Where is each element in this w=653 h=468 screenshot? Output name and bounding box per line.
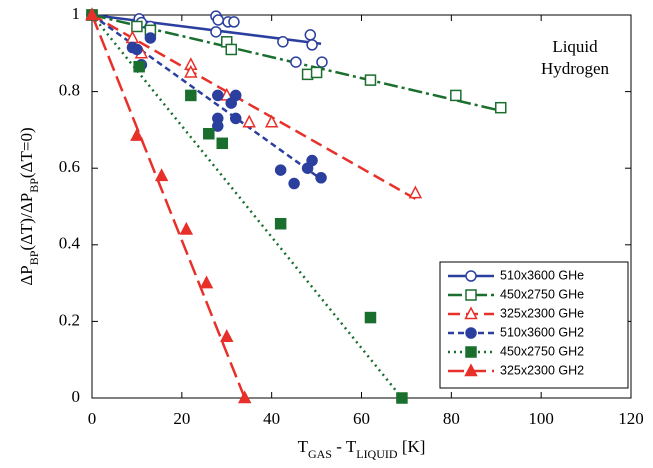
x-axis-label: TGAS - TLIQUID [K]: [298, 437, 426, 461]
point: [315, 172, 327, 184]
point: [212, 89, 224, 102]
point: [310, 66, 323, 79]
fit-line: [90, 14, 246, 399]
legend: 510x3600 GHe 450x2750 GHe 325x2300 GHe 510x…: [439, 261, 629, 389]
legend-label: 325x2300 GH2: [500, 363, 584, 377]
y-tick-label: 0: [72, 387, 81, 406]
point: [216, 137, 229, 150]
y-axis-label-part: BP: [27, 250, 41, 265]
point: [184, 64, 198, 78]
legend-label: 325x2300 GHe: [500, 306, 584, 320]
point: [203, 127, 215, 140]
y-axis-label-part: ΔP: [17, 265, 36, 285]
fit-line: [91, 13, 318, 177]
point: [450, 89, 462, 102]
legend-marker: [464, 363, 478, 377]
x-tick-label: 120: [618, 409, 644, 428]
legend-label: 450x2750 GH2: [500, 344, 584, 358]
x-axis-label-part: LIQUID: [356, 447, 398, 461]
point: [396, 392, 408, 404]
y-axis-label-part: (ΔT)/ΔP: [17, 193, 36, 251]
point: [229, 112, 242, 125]
legend-marker: [464, 306, 478, 320]
point: [154, 168, 169, 182]
legend-label: 510x3600 GHe: [500, 268, 584, 282]
point: [274, 164, 287, 176]
y-axis-label-part: (ΔT=0): [17, 127, 36, 178]
point: [199, 275, 214, 289]
legend-marker: [465, 346, 477, 358]
point: [144, 32, 157, 44]
y-tick-label: 0.4: [59, 234, 81, 253]
point: [131, 43, 143, 56]
legend-marker: [465, 327, 477, 339]
point: [185, 89, 197, 102]
point: [130, 128, 144, 141]
legend-marker: [465, 270, 477, 282]
x-tick-label: 20: [173, 409, 190, 428]
point: [237, 390, 252, 404]
point: [274, 217, 287, 230]
point: [306, 154, 318, 167]
point: [408, 185, 423, 199]
x-axis-label-part: GAS: [308, 447, 332, 461]
y-tick-label: 0.8: [59, 81, 80, 100]
x-tick-label: 60: [353, 409, 370, 428]
point: [220, 329, 234, 342]
legend-label: 450x2750 GHe: [500, 287, 584, 301]
point: [264, 114, 279, 128]
annotation: Hydrogen: [541, 59, 609, 78]
point: [364, 311, 377, 324]
point: [210, 26, 222, 38]
point: [316, 56, 328, 68]
x-axis-label-part: T: [298, 437, 309, 456]
x-tick-label: 0: [88, 409, 97, 428]
x-tick-label: 80: [443, 409, 460, 428]
point: [290, 56, 302, 68]
legend-label: 510x3600 GH2: [500, 325, 584, 339]
x-tick-label: 100: [528, 409, 554, 428]
point: [494, 101, 507, 114]
point: [133, 60, 145, 73]
fit-line: [91, 14, 403, 399]
point: [277, 36, 289, 48]
point: [125, 30, 140, 44]
annotation: Liquid: [552, 37, 598, 56]
point: [229, 89, 242, 102]
point: [364, 74, 377, 86]
y-tick-label: 0.2: [59, 310, 80, 329]
point: [179, 221, 194, 235]
point: [85, 7, 99, 21]
point: [131, 20, 143, 33]
y-axis-label-part: BP: [27, 178, 41, 193]
legend-marker: [465, 289, 477, 301]
point: [225, 43, 237, 56]
y-tick-label: 0.6: [59, 157, 80, 176]
point: [212, 120, 224, 132]
x-axis-label-part: [K]: [398, 437, 426, 456]
point: [288, 177, 300, 190]
point: [306, 39, 318, 51]
x-axis-label-part: - T: [332, 437, 357, 456]
y-tick-label: 1: [72, 4, 81, 23]
point: [212, 14, 224, 26]
x-tick-label: 40: [263, 409, 280, 428]
y-axis-label: ΔPBP(ΔT)/ΔPBP(ΔT=0): [17, 127, 41, 285]
point: [228, 16, 240, 28]
point: [304, 29, 317, 41]
point: [242, 114, 256, 128]
fit-line: [91, 13, 417, 200]
